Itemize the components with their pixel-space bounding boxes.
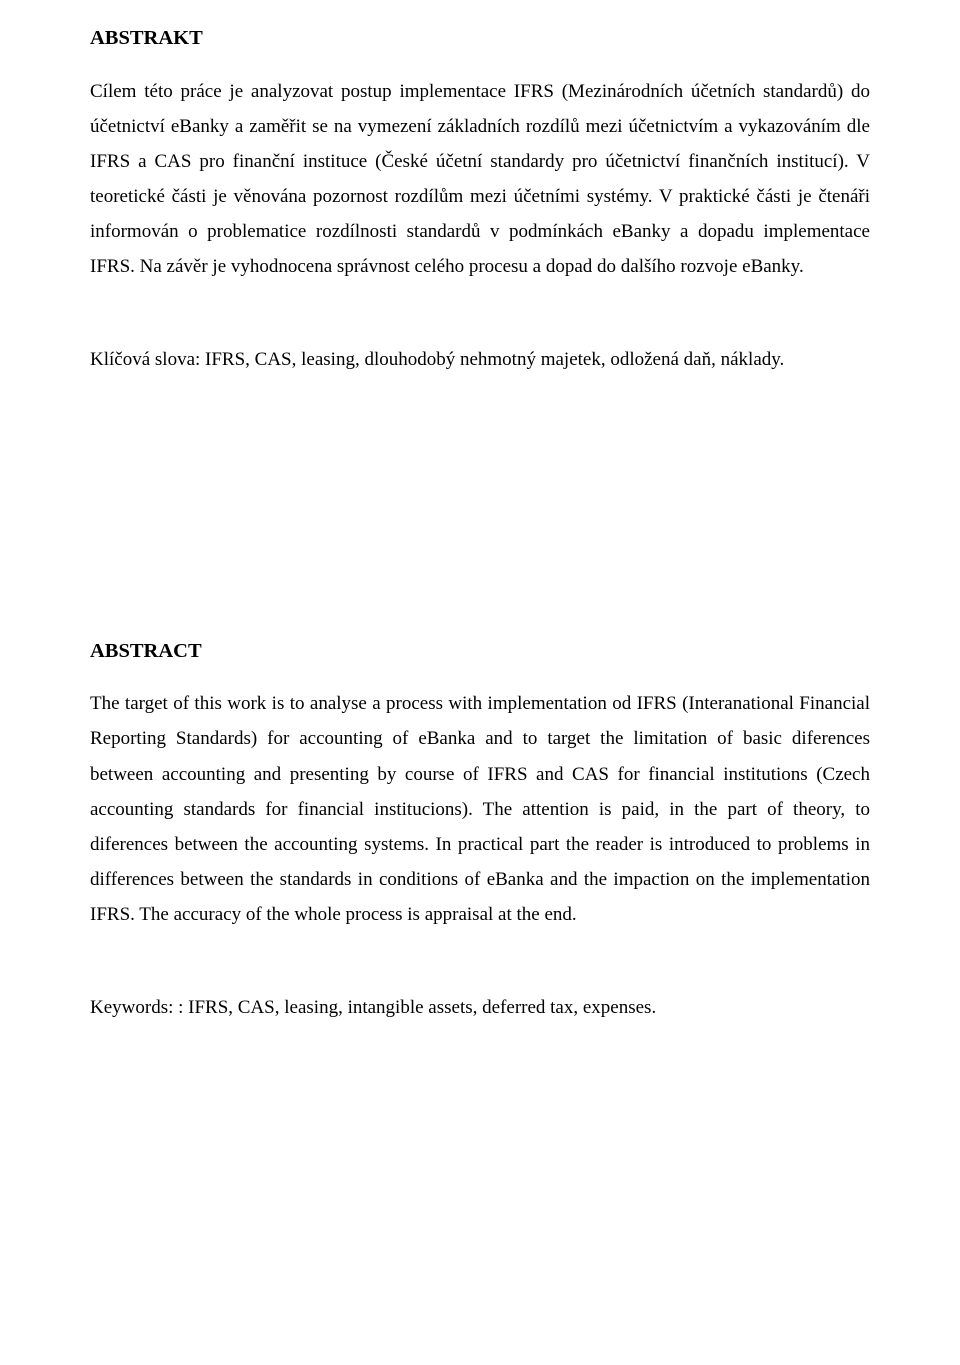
abstract-keywords: Keywords: : IFRS, CAS, leasing, intangib… bbox=[90, 990, 870, 1025]
abstrakt-heading: ABSTRAKT bbox=[90, 25, 870, 52]
abstract-body: The target of this work is to analyse a … bbox=[90, 686, 870, 932]
abstrakt-keywords: Klíčová slova: IFRS, CAS, leasing, dlouh… bbox=[90, 342, 870, 377]
abstrakt-body: Cílem této práce je analyzovat postup im… bbox=[90, 74, 870, 285]
abstract-heading: ABSTRACT bbox=[90, 638, 870, 665]
spacer bbox=[90, 378, 870, 638]
spacer bbox=[90, 932, 870, 990]
spacer bbox=[90, 284, 870, 342]
